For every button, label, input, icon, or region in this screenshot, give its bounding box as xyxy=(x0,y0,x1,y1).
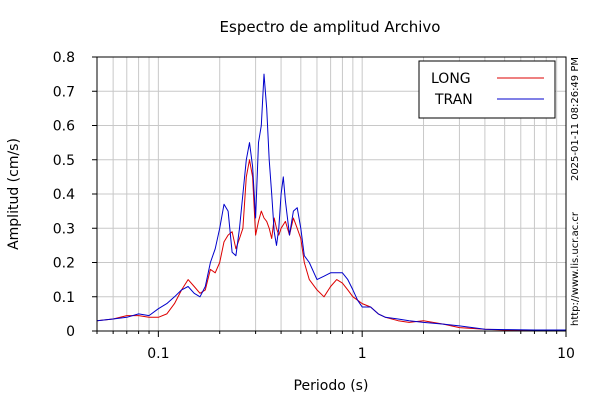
timestamp-label: 2025-01-11 08:26:49 PM xyxy=(570,57,581,181)
legend-label-tran: TRAN xyxy=(434,92,473,108)
y-tick-label: 0.3 xyxy=(53,221,75,237)
x-tick-label: 1 xyxy=(358,346,367,362)
chart-title: Espectro de amplitud Archivo xyxy=(220,18,441,36)
url-label: http://www.lis.ucr.ac.cr xyxy=(570,211,581,326)
y-tick-label: 0.8 xyxy=(53,50,75,66)
series-line-tran xyxy=(96,73,566,331)
y-tick-label: 0.4 xyxy=(53,187,75,203)
x-tick-label: 10 xyxy=(557,346,575,362)
series-group xyxy=(96,73,567,331)
y-tick-label: 0.5 xyxy=(53,153,75,169)
x-axis-label: Periodo (s) xyxy=(294,378,369,394)
y-tick-label: 0.2 xyxy=(53,256,75,272)
x-axis-ticks: 0.1 1 10 xyxy=(96,331,575,362)
series-line-long xyxy=(96,159,567,331)
y-tick-label: 0.1 xyxy=(53,290,75,306)
y-tick-label: 0.7 xyxy=(53,84,75,100)
y-tick-label: 0 xyxy=(66,324,75,340)
y-tick-label: 0.6 xyxy=(53,119,75,135)
legend-label-long: LONG xyxy=(431,71,471,87)
y-axis-ticks: 0 0.1 0.2 0.3 0.4 0.5 0.6 0.7 0.8 xyxy=(53,50,97,340)
x-tick-label: 0.1 xyxy=(147,346,169,362)
legend: LONG TRAN xyxy=(418,60,556,119)
legend-box xyxy=(418,60,556,119)
y-axis-label: Amplitud (cm/s) xyxy=(6,138,22,250)
